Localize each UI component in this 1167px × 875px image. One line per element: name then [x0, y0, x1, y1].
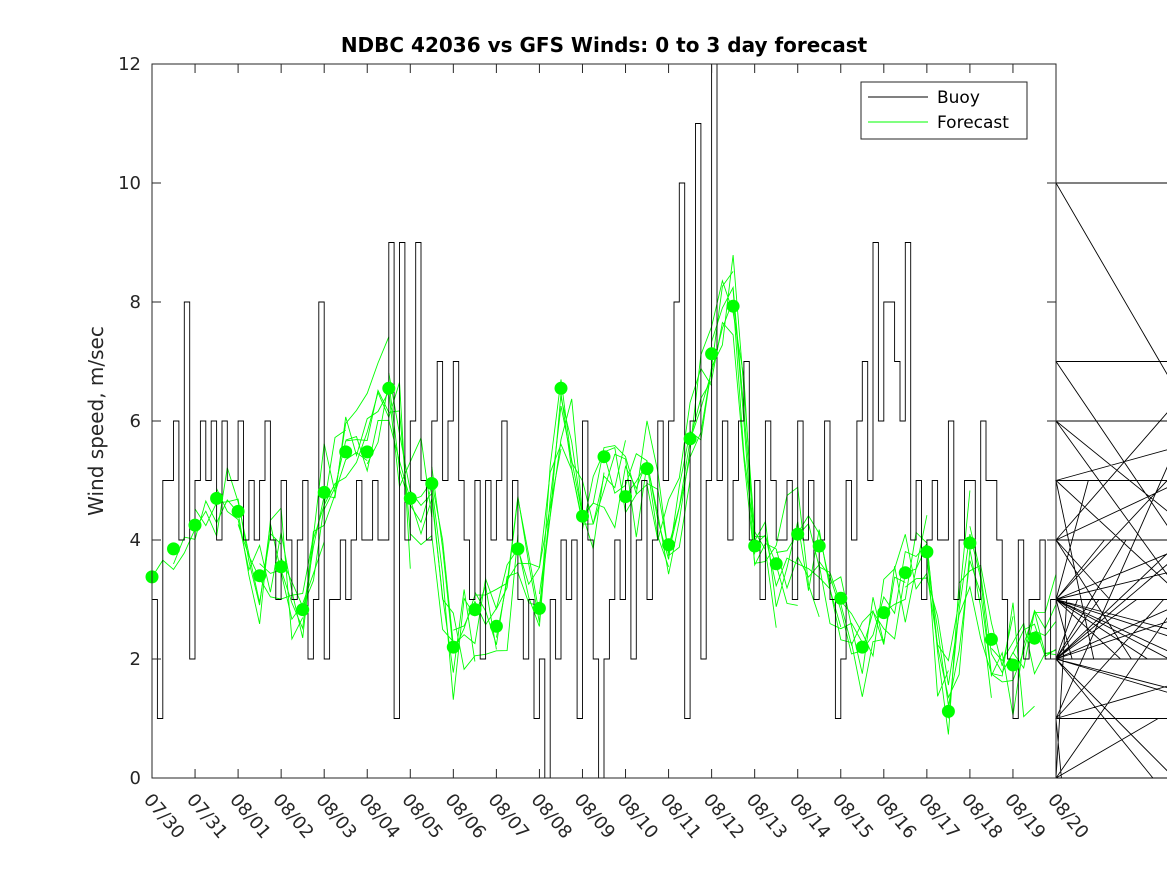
y-tick-label: 8 — [130, 292, 141, 313]
forecast-run-line — [883, 531, 1014, 735]
forecast-marker — [683, 432, 697, 446]
forecast-marker — [489, 619, 503, 633]
y-tick-label: 2 — [130, 649, 141, 670]
forecast-marker — [662, 538, 676, 552]
forecast-marker — [834, 591, 848, 605]
forecast-marker — [963, 536, 977, 550]
forecast-marker — [382, 381, 396, 395]
forecast-marker — [877, 606, 891, 620]
forecast-run-line — [840, 490, 971, 662]
forecast-marker — [920, 545, 934, 559]
chart-title: NDBC 42036 vs GFS Winds: 0 to 3 day fore… — [341, 33, 868, 57]
forecast-marker — [726, 299, 740, 313]
forecast-run-line — [947, 533, 1057, 719]
forecast-marker — [748, 539, 762, 553]
forecast-marker — [446, 640, 460, 654]
legend-forecast-label: Forecast — [937, 113, 1009, 133]
y-axis-label: Wind speed, m/sec — [84, 326, 108, 516]
forecast-marker — [188, 518, 202, 532]
forecast-marker — [167, 542, 180, 556]
buoy-line — [152, 63, 1167, 779]
forecast-run-line — [1012, 623, 1057, 658]
forecast-marker — [532, 601, 546, 615]
forecast-marker — [640, 462, 654, 476]
forecast-markers — [145, 299, 1041, 718]
forecast-marker — [468, 603, 482, 617]
forecast-marker — [210, 491, 224, 505]
forecast-marker — [1028, 631, 1041, 645]
forecast-marker — [769, 557, 783, 571]
forecast-marker — [984, 632, 998, 646]
forecast-marker — [855, 640, 869, 654]
forecast-marker — [511, 542, 525, 556]
forecast-marker — [619, 490, 632, 504]
forecast-marker — [425, 477, 439, 490]
y-tick-label: 0 — [130, 768, 141, 789]
forecast-marker — [898, 566, 912, 580]
forecast-marker — [705, 347, 719, 361]
forecast-marker — [231, 504, 245, 518]
legend-box — [860, 81, 1028, 140]
forecast-marker — [576, 509, 589, 523]
y-tick-label: 4 — [130, 530, 141, 551]
forecast-marker — [941, 704, 955, 718]
legend: Buoy Forecast — [860, 81, 1028, 140]
legend-buoy-label: Buoy — [937, 88, 980, 108]
y-axis: 0 2 4 6 8 10 12 — [118, 54, 1056, 789]
forecast-marker — [791, 527, 805, 541]
forecast-run-line — [711, 285, 842, 628]
y-tick-label: 6 — [130, 411, 141, 432]
forecast-marker — [812, 539, 826, 553]
forecast-marker — [554, 381, 568, 395]
y-tick-label: 12 — [118, 54, 141, 75]
forecast-marker — [317, 485, 331, 499]
forecast-marker — [597, 450, 611, 464]
forecast-marker — [1006, 658, 1020, 672]
forecast-marker — [296, 603, 310, 617]
forecast-marker — [253, 569, 267, 583]
forecast-marker — [360, 445, 374, 459]
forecast-marker — [403, 491, 417, 505]
forecast-marker — [339, 445, 353, 459]
buoy-series-line — [152, 63, 1167, 779]
y-tick-label: 10 — [118, 173, 141, 194]
forecast-marker — [274, 560, 288, 574]
